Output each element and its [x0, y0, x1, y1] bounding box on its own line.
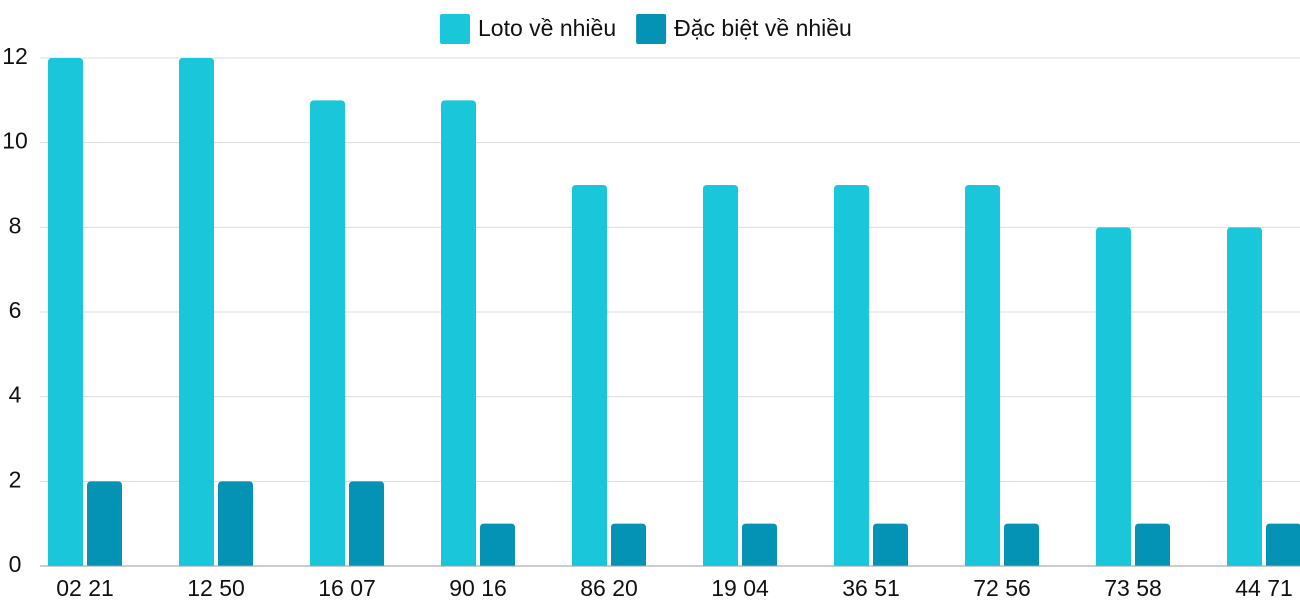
x-tick-label: 19 04 [711, 575, 769, 600]
bar [349, 481, 384, 566]
bar [1004, 523, 1039, 566]
legend-swatch [440, 14, 470, 44]
bar [965, 185, 1000, 566]
bar [742, 523, 777, 566]
bar [572, 185, 607, 566]
bar [441, 100, 476, 566]
x-tick-label: 73 58 [1104, 575, 1162, 600]
y-tick-label: 8 [9, 212, 22, 238]
x-tick-label: 86 20 [580, 575, 638, 600]
bar [480, 523, 515, 566]
y-tick-label: 2 [9, 466, 22, 492]
bar [218, 481, 253, 566]
bar [310, 100, 345, 566]
legend-label: Đặc biệt về nhiều [674, 15, 852, 41]
y-tick-label: 6 [9, 297, 22, 323]
legend-swatch [636, 14, 667, 44]
bar [1096, 227, 1131, 567]
bar [873, 523, 908, 566]
x-tick-label: 72 56 [973, 575, 1031, 600]
bar [1135, 523, 1170, 566]
x-tick-label: 02 21 [56, 575, 114, 600]
bar [48, 58, 83, 566]
x-tick-label: 44 71 [1235, 575, 1293, 600]
x-tick-label: 36 51 [842, 575, 900, 600]
bar [1266, 523, 1300, 566]
bar [179, 58, 214, 566]
x-tick-label: 16 07 [318, 575, 376, 600]
legend-label: Loto về nhiều [478, 15, 616, 41]
bar [1227, 227, 1262, 567]
y-tick-label: 12 [2, 43, 28, 69]
y-tick-label: 4 [9, 382, 22, 408]
x-tick-label: 12 50 [187, 575, 245, 600]
x-tick-label: 90 16 [449, 575, 507, 600]
bar [703, 185, 738, 566]
y-tick-label: 10 [2, 128, 28, 154]
bar [834, 185, 869, 566]
bar [611, 523, 646, 566]
bar [87, 481, 122, 566]
y-tick-label: 0 [9, 551, 22, 577]
